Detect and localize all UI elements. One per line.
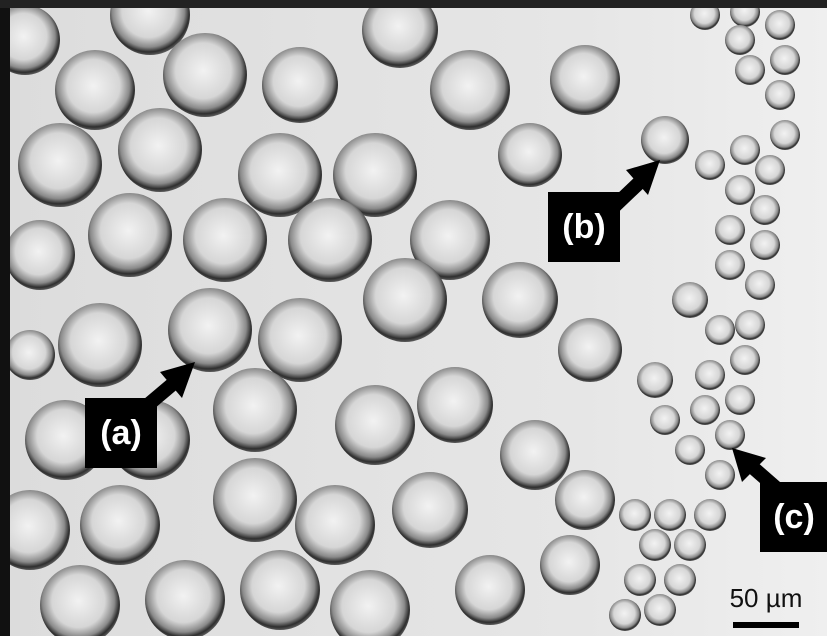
scale-label: 50 µm	[730, 583, 803, 613]
droplet	[639, 529, 671, 561]
annotation: (b)	[562, 208, 605, 246]
droplet	[745, 270, 775, 300]
droplet	[392, 472, 468, 548]
droplet	[55, 50, 135, 130]
droplet	[705, 460, 735, 490]
droplet	[765, 10, 795, 40]
droplet	[730, 135, 760, 165]
droplet	[213, 458, 297, 542]
droplet	[213, 368, 297, 452]
droplet	[417, 367, 493, 443]
droplet	[540, 535, 600, 595]
droplet	[619, 499, 651, 531]
droplet	[295, 485, 375, 565]
droplet	[674, 529, 706, 561]
droplet	[500, 420, 570, 490]
droplet	[80, 485, 160, 565]
annotation: (c)	[773, 498, 815, 536]
droplet	[558, 318, 622, 382]
droplet	[725, 385, 755, 415]
droplet	[664, 564, 696, 596]
droplet	[482, 262, 558, 338]
droplet	[750, 195, 780, 225]
droplet	[675, 435, 705, 465]
droplet	[624, 564, 656, 596]
droplet	[650, 405, 680, 435]
droplet	[5, 220, 75, 290]
droplet	[735, 310, 765, 340]
droplet	[750, 230, 780, 260]
droplet	[118, 108, 202, 192]
droplet	[555, 470, 615, 530]
droplet	[654, 499, 686, 531]
droplet	[5, 330, 55, 380]
edge	[0, 0, 10, 636]
droplet	[163, 33, 247, 117]
droplet	[644, 594, 676, 626]
droplet	[288, 198, 372, 282]
droplet	[715, 420, 745, 450]
droplet	[672, 282, 708, 318]
droplet	[335, 385, 415, 465]
droplet	[715, 250, 745, 280]
droplet	[765, 80, 795, 110]
annotation: (a)	[100, 414, 142, 452]
droplet	[641, 116, 689, 164]
droplet	[18, 123, 102, 207]
droplet	[770, 120, 800, 150]
droplet	[498, 123, 562, 187]
droplet	[694, 499, 726, 531]
droplet	[455, 555, 525, 625]
droplet	[88, 193, 172, 277]
droplet	[430, 50, 510, 130]
droplet	[725, 175, 755, 205]
droplet	[58, 303, 142, 387]
droplet	[690, 395, 720, 425]
droplet	[240, 550, 320, 630]
edge	[0, 0, 827, 8]
droplet	[168, 288, 252, 372]
scale-bar	[733, 622, 799, 628]
droplet	[550, 45, 620, 115]
droplet	[705, 315, 735, 345]
droplet	[695, 150, 725, 180]
droplet	[258, 298, 342, 382]
droplet	[735, 55, 765, 85]
droplet	[609, 599, 641, 631]
micrograph: (a) (b) (c) 50 µm	[0, 0, 827, 636]
droplet	[725, 25, 755, 55]
droplet	[755, 155, 785, 185]
droplet	[770, 45, 800, 75]
droplet	[715, 215, 745, 245]
droplet	[730, 345, 760, 375]
droplet	[637, 362, 673, 398]
droplet	[183, 198, 267, 282]
droplet	[262, 47, 338, 123]
droplet	[363, 258, 447, 342]
droplet	[695, 360, 725, 390]
